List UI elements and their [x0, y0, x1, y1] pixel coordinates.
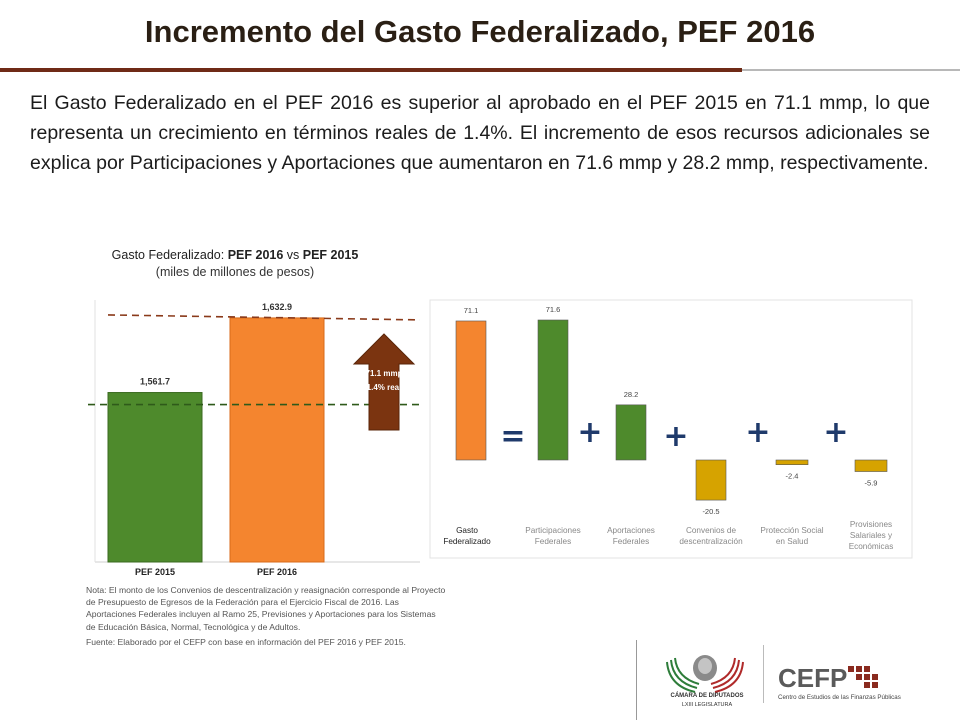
note-text: Nota: El monto de los Convenios de desce…: [86, 585, 446, 632]
chart1-category-label: PEF 2015: [135, 567, 175, 577]
chart2-bar: [455, 320, 487, 461]
chart1-category-label: PEF 2016: [257, 567, 297, 577]
plus-icon: +: [663, 419, 688, 454]
chart1-value-label: 1,632.9: [262, 302, 292, 312]
footer-divider: [636, 640, 637, 720]
chart1-title: Gasto Federalizado: PEF 2016 vs PEF 2015: [111, 248, 359, 262]
chart-variation-breakdown: 71.1 Gasto Federalizado 71.6 Participaciones…: [429, 299, 913, 559]
title-rule: [0, 68, 742, 72]
page-title: Incremento del Gasto Federalizado, PEF 2…: [144, 14, 816, 49]
chart2-bar: [615, 404, 647, 461]
equals-icon: =: [500, 419, 525, 454]
chart-pef-comparison: 1,561.7 PEF 2015 1,632.9 PEF 2016 71.1 mmp 1.…: [88, 300, 421, 577]
chart2-value-label: -5.9: [865, 479, 878, 488]
chart2-bar: [695, 459, 727, 501]
chart2-frame: [429, 299, 913, 559]
plus-icon: +: [745, 415, 770, 450]
camara-legislature: LXIII LEGISLATURA: [681, 702, 733, 708]
camara-name: CÁMARA DE DIPUTADOS: [670, 693, 744, 699]
chart2-value-label: -20.5: [702, 507, 719, 516]
chart2-category-label: Aportaciones Federales: [607, 526, 655, 546]
chart2-value-label: 28.2: [624, 390, 639, 399]
up-arrow-icon: [352, 333, 416, 431]
cefp-logo: CEFP: [778, 663, 848, 693]
chart2-category-label: Gasto Federalizado: [443, 526, 491, 546]
arrow-label-amount: 71.1 mmp: [366, 369, 403, 378]
chart1-bar: [107, 392, 203, 563]
chart2-value-label: 71.6: [546, 305, 561, 314]
chart2-value-label: 71.1: [464, 306, 479, 315]
chart2-category-label: Participaciones Federales: [525, 526, 581, 546]
chart1-bar: [229, 317, 325, 563]
camara-logo-icon: [666, 655, 744, 693]
arrow-label-real: 1.4% real: [367, 383, 402, 392]
chart2-category-label: Protección Social en Salud: [760, 526, 823, 546]
chart2-bar: [775, 459, 809, 465]
chart2-bar: [537, 319, 569, 461]
chart1-value-label: 1,561.7: [140, 377, 170, 387]
plus-icon: +: [577, 415, 602, 450]
chart2-value-label: -2.4: [786, 472, 799, 481]
chart2-bar: [854, 459, 888, 472]
summary-paragraph: El Gasto Federalizado en el PEF 2016 es …: [30, 92, 930, 174]
chart1-subtitle: (miles de millones de pesos): [155, 265, 315, 279]
cefp-grid-icon: [848, 666, 878, 688]
chart2-category-label: Convenios de descentralización: [679, 526, 743, 546]
logo-divider: [763, 645, 764, 703]
chart2-category-label: Provisiones Salariales y Económicas: [849, 520, 894, 551]
cefp-subtitle: Centro de Estudios de las Finanzas Públi…: [778, 694, 901, 701]
title-rule-grey: [742, 69, 960, 71]
chart1-ref-line-2016: [107, 314, 421, 321]
plus-icon: +: [823, 415, 848, 450]
source-text: Fuente: Elaborado por el CEFP con base e…: [86, 637, 406, 647]
